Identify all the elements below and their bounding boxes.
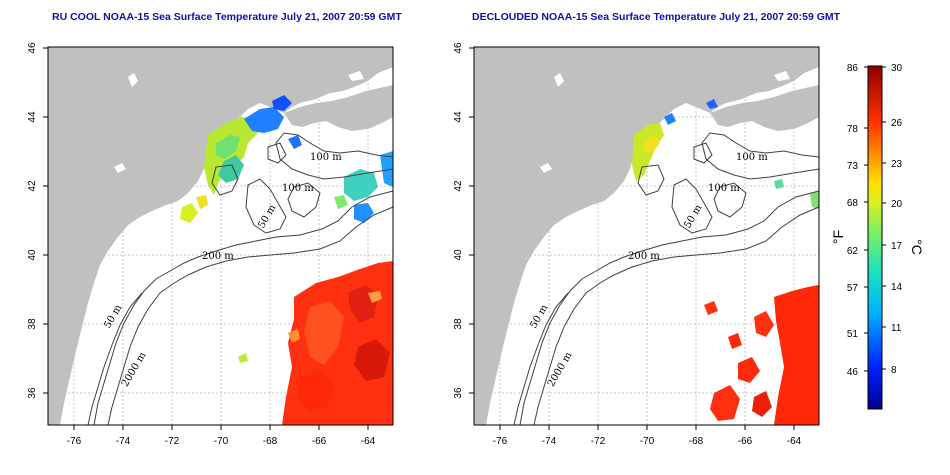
right-x-tick-labels: -76 -74 -72 -70 -68 -66 -64 [493, 436, 802, 447]
y-tick-label: 36 [27, 387, 38, 399]
y-tick-label: 38 [453, 318, 464, 330]
colorbar-gradient [867, 65, 883, 410]
contour-label: 100 m [282, 183, 314, 194]
left-cool-water-pixels [180, 95, 393, 223]
left-y-tick-labels: 46 44 42 40 38 36 [27, 42, 38, 399]
right-warm-water-pixels [704, 285, 819, 425]
contour-label: 100 m [736, 152, 768, 163]
right-map: 100 m 100 m 50 m 200 m 50 m 2000 m -76 -… [453, 42, 820, 447]
fahrenheit-tick-label: 46 [847, 367, 859, 378]
colorbar-ticks [864, 66, 886, 372]
x-tick-label: -66 [738, 436, 753, 447]
left-contours [87, 132, 394, 426]
contour-label: 100 m [310, 152, 342, 163]
left-warm-water-pixels [238, 261, 393, 425]
colorbar-fahrenheit-labels: 86 78 73 68 62 57 51 46 [847, 63, 859, 378]
fahrenheit-unit-label: °F [830, 230, 846, 244]
x-tick-label: -72 [591, 436, 606, 447]
y-tick-label: 44 [27, 111, 38, 123]
contour-label: 200 m [628, 251, 660, 262]
left-tick-marks [43, 47, 369, 430]
x-tick-label: -72 [165, 436, 180, 447]
left-map-title: RU COOL NOAA-15 Sea Surface Temperature … [52, 11, 402, 23]
celsius-tick-label: 14 [891, 282, 903, 293]
fahrenheit-tick-label: 78 [847, 124, 859, 135]
x-tick-label: -70 [640, 436, 655, 447]
x-tick-label: -74 [116, 436, 131, 447]
x-tick-label: -68 [689, 436, 704, 447]
celsius-tick-label: 11 [891, 323, 902, 334]
right-tick-marks [469, 47, 795, 430]
x-tick-label: -70 [214, 436, 229, 447]
x-tick-label: -66 [312, 436, 327, 447]
y-tick-label: 46 [27, 42, 38, 54]
fahrenheit-tick-label: 57 [847, 283, 859, 294]
left-x-tick-labels: -76 -74 -72 -70 -68 -66 -64 [67, 436, 376, 447]
fahrenheit-tick-label: 51 [847, 329, 859, 340]
left-map: 100 m 100 m 50 m 200 m 50 m 2000 m -76 -… [27, 42, 394, 447]
celsius-tick-label: 26 [891, 118, 903, 129]
x-tick-label: -64 [361, 436, 376, 447]
contour-label: 100 m [708, 183, 740, 194]
celsius-unit-label: °C [909, 239, 925, 255]
celsius-tick-label: 17 [891, 241, 903, 252]
left-land [48, 47, 393, 425]
fahrenheit-tick-label: 73 [847, 161, 859, 172]
celsius-tick-label: 23 [891, 159, 903, 170]
colorbar-celsius-labels: 30 26 23 20 17 14 11 8 [891, 63, 903, 376]
x-tick-label: -68 [263, 436, 278, 447]
fahrenheit-tick-label: 86 [847, 63, 859, 74]
celsius-tick-label: 20 [891, 199, 903, 210]
celsius-tick-label: 8 [891, 365, 897, 376]
right-map-title: DECLOUDED NOAA-15 Sea Surface Temperatur… [472, 11, 841, 23]
fahrenheit-tick-label: 68 [847, 198, 859, 209]
y-tick-label: 42 [453, 180, 464, 192]
y-tick-label: 38 [27, 318, 38, 330]
colorbar: 86 78 73 68 62 57 51 46 30 26 23 20 17 1… [830, 63, 925, 410]
y-tick-label: 40 [27, 249, 38, 261]
y-tick-label: 36 [453, 387, 464, 399]
y-tick-label: 46 [453, 42, 464, 54]
right-cool-water-pixels [632, 99, 819, 209]
x-tick-label: -76 [493, 436, 508, 447]
y-tick-label: 44 [453, 111, 464, 123]
contour-label: 200 m [202, 251, 234, 262]
x-tick-label: -76 [67, 436, 82, 447]
x-tick-label: -64 [787, 436, 802, 447]
x-tick-label: -74 [542, 436, 557, 447]
celsius-tick-label: 30 [891, 63, 903, 74]
right-land [474, 47, 819, 425]
y-tick-label: 42 [27, 180, 38, 192]
right-y-tick-labels: 46 44 42 40 38 36 [453, 42, 464, 399]
fahrenheit-tick-label: 62 [847, 246, 859, 257]
right-contours [513, 132, 820, 426]
y-tick-label: 40 [453, 249, 464, 261]
